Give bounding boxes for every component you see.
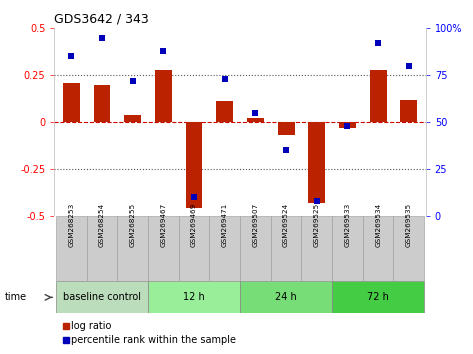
Point	[98, 35, 106, 41]
Text: GSM268253: GSM268253	[68, 203, 74, 247]
Point	[68, 53, 75, 59]
Point	[252, 110, 259, 115]
Text: percentile rank within the sample: percentile rank within the sample	[71, 335, 236, 345]
Bar	[394, 216, 424, 281]
Bar	[240, 216, 271, 281]
Bar	[363, 216, 394, 281]
Point	[313, 198, 321, 204]
Text: GSM268254: GSM268254	[99, 203, 105, 247]
Text: GSM269524: GSM269524	[283, 203, 289, 247]
Text: 72 h: 72 h	[367, 292, 389, 302]
Bar	[148, 216, 179, 281]
Point	[129, 78, 136, 84]
Text: 12 h: 12 h	[183, 292, 205, 302]
Bar	[332, 216, 363, 281]
Bar	[148, 281, 240, 313]
Bar	[210, 216, 240, 281]
Bar	[155, 70, 172, 122]
Bar	[117, 216, 148, 281]
Point	[344, 123, 351, 129]
Point	[221, 76, 228, 82]
Bar	[63, 83, 80, 122]
Bar	[332, 281, 424, 313]
Bar	[308, 122, 325, 203]
Bar	[56, 216, 87, 281]
Text: 24 h: 24 h	[275, 292, 297, 302]
Bar	[94, 85, 110, 122]
Text: GSM269535: GSM269535	[406, 203, 412, 247]
Text: GSM269471: GSM269471	[222, 203, 228, 247]
Bar	[370, 70, 386, 122]
Bar	[56, 281, 148, 313]
Point	[374, 40, 382, 46]
Bar	[247, 118, 264, 122]
Point	[190, 194, 198, 200]
Bar	[339, 122, 356, 128]
Bar	[179, 216, 210, 281]
Point	[159, 48, 167, 54]
Point	[405, 63, 412, 69]
Text: GSM269469: GSM269469	[191, 203, 197, 247]
Bar	[301, 216, 332, 281]
Text: GSM269507: GSM269507	[253, 203, 258, 247]
Text: GSM269533: GSM269533	[344, 203, 350, 247]
Bar	[185, 122, 202, 209]
Text: GSM268255: GSM268255	[130, 203, 136, 247]
Bar	[240, 281, 332, 313]
Point	[282, 147, 290, 153]
Bar	[87, 216, 117, 281]
Bar	[124, 115, 141, 122]
Bar	[400, 99, 417, 122]
Text: GSM269525: GSM269525	[314, 203, 320, 247]
Text: time: time	[5, 292, 27, 302]
Bar	[271, 216, 301, 281]
Text: log ratio: log ratio	[71, 321, 111, 331]
Bar	[278, 122, 295, 135]
Text: GSM269534: GSM269534	[375, 203, 381, 247]
Text: GSM269467: GSM269467	[160, 203, 166, 247]
Text: baseline control: baseline control	[63, 292, 141, 302]
Bar	[216, 102, 233, 122]
Text: GDS3642 / 343: GDS3642 / 343	[54, 13, 149, 26]
